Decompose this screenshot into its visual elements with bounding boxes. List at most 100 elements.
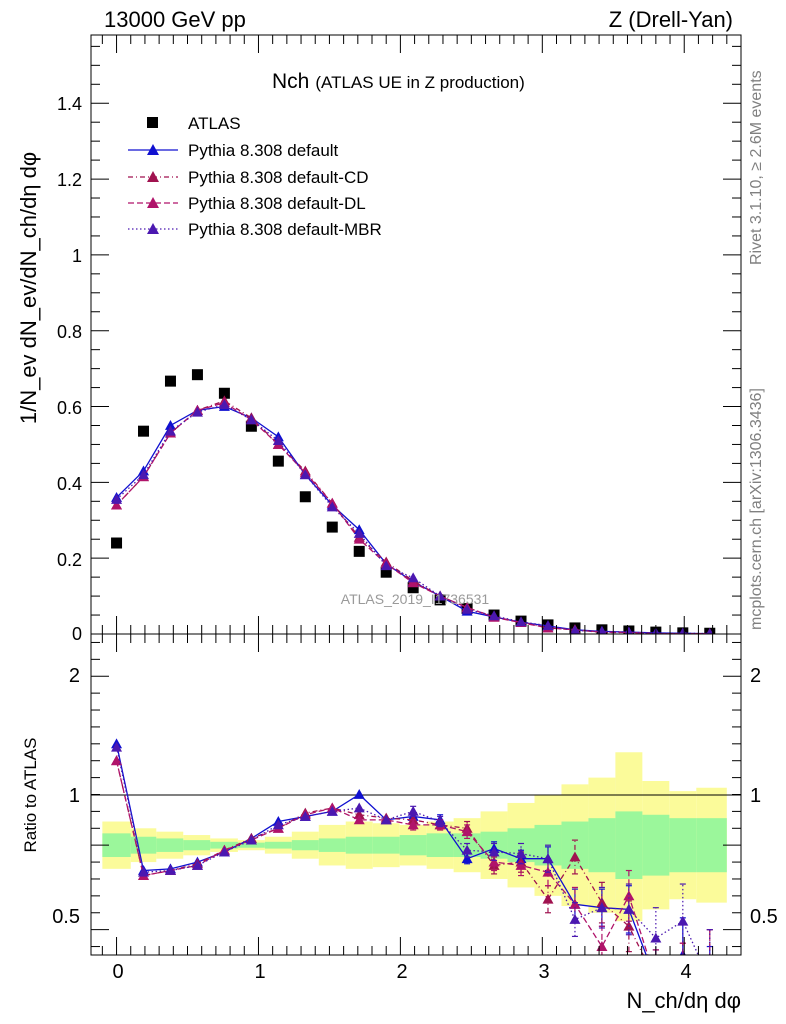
ratio-marker-dl: [111, 755, 123, 766]
data-point-atlas: [111, 537, 123, 549]
ratio-marker-mbr: [245, 834, 257, 845]
series-marker-mbr: [111, 493, 123, 504]
series-marker-mbr: [597, 625, 607, 634]
series-marker-mbr: [461, 603, 473, 614]
ratio-marker-cd: [569, 851, 581, 862]
series-marker-mbr: [326, 501, 338, 512]
ratio-ytick-label: 2: [69, 665, 80, 687]
data-point-atlas: [272, 455, 284, 467]
plot-title-main: Nch: [272, 70, 309, 93]
ratio-marker-mbr: [164, 865, 176, 875]
ratio-band-inner: [642, 814, 670, 876]
ratio-band-inner: [291, 840, 319, 851]
ratio-marker-mbr: [138, 866, 150, 877]
data-point-atlas: [380, 566, 392, 578]
ratio-ylabel: Ratio to ATLAS: [21, 738, 40, 853]
ratio-marker-mbr: [326, 805, 338, 816]
ratio-marker-cd: [704, 975, 715, 985]
main-ytick-label: 0.8: [57, 322, 82, 342]
ratio-marker-cd: [650, 975, 661, 985]
ratio-marker-mbr: [488, 846, 500, 857]
ratio-band-inner: [669, 818, 697, 873]
series-marker-mbr: [434, 590, 446, 601]
series-marker-mbr: [570, 625, 580, 634]
ratio-marker-dl: [353, 814, 365, 825]
legend-label: ATLAS: [188, 114, 241, 133]
energy-label: 13000 GeV pp: [104, 7, 246, 32]
series-marker-mbr: [542, 620, 554, 631]
ratio-band-inner: [372, 836, 400, 854]
series-marker-mbr: [380, 560, 392, 571]
ratio-band-inner: [399, 835, 427, 856]
axis-ticks: [91, 35, 741, 955]
ratio-marker-cd: [353, 809, 365, 820]
main-ytick-label: 0.4: [57, 474, 82, 494]
ratio-band-inner: [264, 841, 292, 849]
legend-marker-atlas: [147, 117, 158, 128]
series-marker-mbr: [299, 469, 311, 480]
ratio-marker-dl: [704, 975, 715, 985]
ratio-band-inner: [210, 841, 238, 849]
ratio-band-inner: [345, 836, 373, 854]
xtick-label: 2: [396, 961, 407, 983]
legend-marker-default: [147, 144, 159, 155]
ratio-marker-dl: [650, 975, 661, 985]
series-marker-mbr: [706, 628, 714, 634]
data-point-atlas: [353, 545, 365, 557]
legend-label: Pythia 8.308 default-MBR: [188, 220, 382, 239]
ratio-ytick-label-right: 2: [750, 665, 761, 687]
data-point-atlas: [218, 387, 230, 399]
ratio-marker-mbr: [542, 853, 554, 864]
ratio-uncertainty-bands: [102, 752, 727, 922]
ratio-marker-default: [650, 975, 661, 985]
main-ytick-label: 1.4: [57, 94, 82, 114]
ratio-marker-mbr: [704, 975, 715, 985]
xtick-label: 3: [538, 961, 549, 983]
legend-label: Pythia 8.308 default-CD: [188, 168, 369, 187]
process-label: Z (Drell-Yan): [609, 7, 733, 32]
ratio-band-inner: [102, 833, 131, 858]
series-marker-mbr: [488, 610, 500, 621]
main-ytick-label: 0.2: [57, 550, 82, 570]
ratio-marker-mbr: [461, 844, 473, 855]
source-label: mcplots.cern.ch [arXiv:1306.3436]: [748, 388, 765, 630]
legend-marker-cd: [147, 171, 159, 182]
ratio-marker-mbr: [623, 903, 635, 914]
legend: ATLAS Pythia 8.308 default Pythia 8.308 …: [128, 114, 382, 239]
ratio-ytick-label: 0.5: [52, 906, 80, 928]
ratio-marker-mbr: [111, 741, 123, 752]
ratio-marker-dl: [488, 856, 500, 867]
analysis-watermark: ATLAS_2019_I1736531: [341, 591, 490, 607]
ratio-band-inner: [183, 840, 211, 851]
data-point-atlas: [191, 369, 203, 381]
data-point-atlas: [138, 425, 150, 437]
ratio-marker-mbr: [569, 914, 581, 924]
main-ytick-label: 1.2: [57, 170, 82, 190]
ratio-marker-mbr: [218, 846, 230, 857]
xlabel: N_ch/dη dφ: [626, 988, 741, 1013]
ratio-marker-mbr: [299, 810, 311, 821]
legend-marker-dl: [147, 197, 159, 208]
main-ylabel: 1/N_ev dN_ev/dN_ch/dη dφ: [16, 152, 41, 424]
main-ytick-label: 0: [72, 624, 82, 644]
data-point-atlas: [326, 521, 338, 533]
series-marker-mbr: [515, 616, 527, 627]
ratio-marker-cd: [542, 893, 554, 904]
ratio-band-inner: [696, 818, 727, 873]
series-marker-dl: [353, 533, 365, 544]
main-plot-series: [111, 369, 716, 634]
ratio-marker-dl: [515, 859, 527, 870]
legend-marker-mbr: [147, 223, 159, 234]
ratio-line-dl: [115, 760, 649, 955]
ratio-band-inner: [318, 838, 346, 852]
series-marker-mbr: [191, 406, 203, 417]
ratio-marker-cd: [596, 897, 608, 908]
xtick-label: 0: [112, 961, 123, 983]
ratio-marker-default: [461, 853, 473, 864]
ratio-band-inner: [237, 842, 265, 848]
legend-label: Pythia 8.308 default-DL: [188, 194, 366, 213]
ratio-marker-mbr: [677, 915, 689, 926]
series-marker-mbr: [353, 528, 365, 538]
series-marker-mbr: [407, 572, 419, 583]
ratio-band-inner: [426, 833, 454, 858]
